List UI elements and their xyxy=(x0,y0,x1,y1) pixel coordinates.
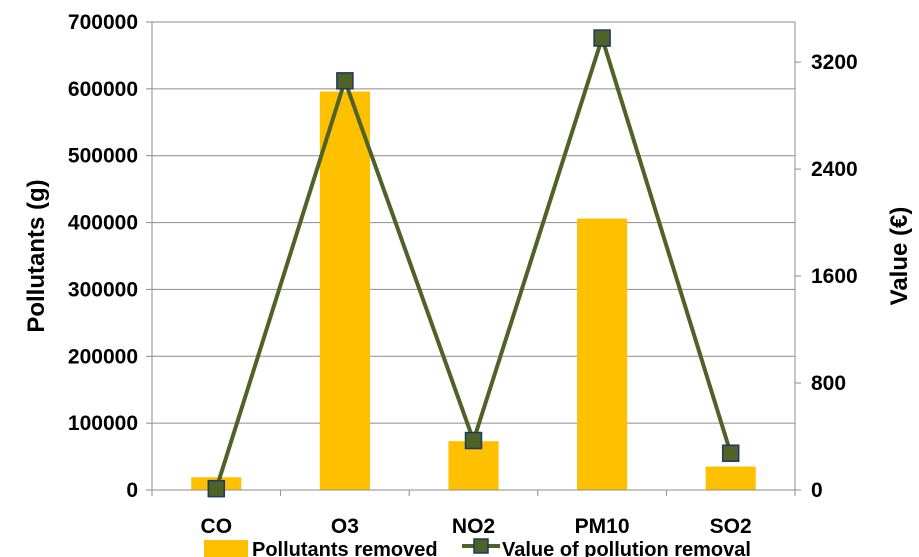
x-tick-label: O3 xyxy=(331,515,359,538)
x-tick-label: SO2 xyxy=(710,515,752,538)
y-tick-label: 400000 xyxy=(68,212,138,235)
legend-label-bars: Pollutants removed xyxy=(252,539,438,557)
bar xyxy=(577,218,628,490)
y-tick-label: 700000 xyxy=(68,11,138,34)
line-series xyxy=(207,29,740,498)
line-point-marker xyxy=(336,72,354,90)
x-tick-label: NO2 xyxy=(452,515,495,538)
bar xyxy=(705,466,756,490)
legend: Pollutants removed Value of pollution re… xyxy=(204,538,751,557)
y-tick-label: 300000 xyxy=(68,278,138,301)
bar xyxy=(319,91,370,490)
y-tick-label: 100000 xyxy=(68,412,138,435)
line-point-marker xyxy=(207,479,226,498)
line-point-marker xyxy=(721,444,740,462)
y-tick-label: 200000 xyxy=(68,345,138,368)
x-tick-label: CO xyxy=(201,515,233,538)
y2-axis-ticks: 0 800 1600 2400 3200 xyxy=(795,51,858,502)
y-tick-label: 0 xyxy=(126,479,138,502)
x-axis-ticks: CO O3 NO2 PM10 SO2 xyxy=(201,515,752,538)
y2-tick-label: 3200 xyxy=(811,51,858,74)
y2-tick-label: 800 xyxy=(811,372,846,395)
x-tick-label: PM10 xyxy=(575,515,630,538)
series-line xyxy=(214,31,733,490)
y-tick-label: 600000 xyxy=(68,78,138,101)
axes xyxy=(151,22,796,496)
gridlines xyxy=(152,21,795,424)
bar xyxy=(448,441,499,490)
y-tick-label: 500000 xyxy=(68,145,138,168)
y-axis-title: Pollutants (g) xyxy=(23,179,50,332)
legend-marker-swatch xyxy=(473,538,489,554)
y2-tick-label: 1600 xyxy=(811,265,858,288)
legend-label-line: Value of pollution removal xyxy=(502,539,751,557)
legend-swatch-bars xyxy=(204,540,248,557)
y2-tick-label: 2400 xyxy=(811,158,858,181)
bars xyxy=(191,91,756,490)
y2-axis-title: Value (€) xyxy=(886,207,913,306)
line-point-marker xyxy=(593,29,611,47)
y2-tick-label: 0 xyxy=(811,479,823,502)
y-axis-ticks: 0 100000 200000 300000 400000 500000 600000 700… xyxy=(68,11,152,502)
line-point-marker xyxy=(464,431,483,450)
